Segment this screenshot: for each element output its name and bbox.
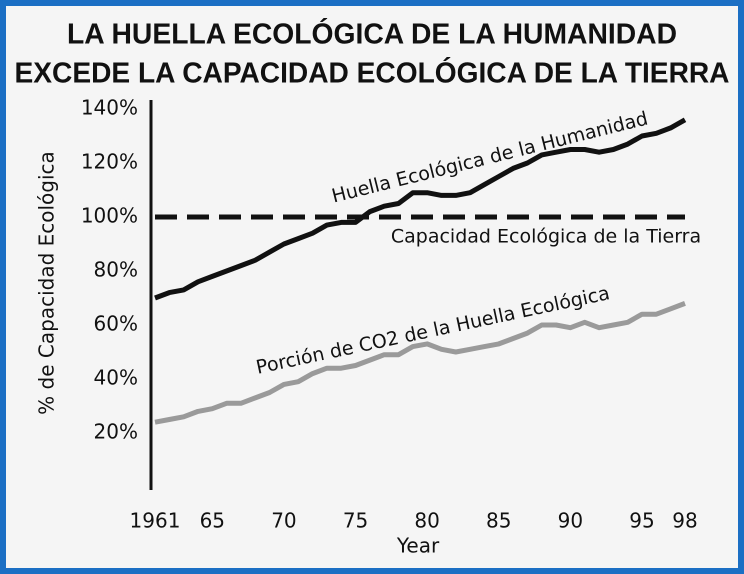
y-tick-label: 40%	[94, 366, 138, 390]
series-label: Capacidad Ecológica de la Tierra	[391, 226, 701, 248]
chart-title: EXCEDE LA CAPACIDAD ECOLÓGICA DE LA TIER…	[15, 56, 730, 90]
y-tick-label: 140%	[81, 96, 138, 120]
x-tick-label: 85	[486, 509, 511, 533]
x-tick-label: 65	[200, 509, 225, 533]
y-tick-label: 100%	[81, 204, 138, 228]
y-tick-label: 80%	[94, 258, 138, 282]
chart-title: LA HUELLA ECOLÓGICA DE LA HUMANIDAD	[67, 17, 677, 51]
x-tick-label: 80	[414, 509, 439, 533]
y-tick-label: 120%	[81, 150, 138, 174]
series-line	[154, 301, 686, 425]
x-axis-label: Year	[396, 534, 440, 558]
x-tick-label: 75	[343, 509, 368, 533]
x-tick-label: 90	[558, 509, 583, 533]
series-line	[154, 117, 687, 301]
x-tick-label: 98	[672, 509, 697, 533]
y-tick-label: 60%	[94, 312, 138, 336]
x-tick-label: 95	[629, 509, 654, 533]
x-tick-label: 1961	[130, 509, 181, 533]
y-tick-label: 20%	[94, 420, 138, 444]
x-tick-label: 70	[271, 509, 296, 533]
y-axis-label: % de Capacidad Ecológica	[35, 151, 59, 415]
